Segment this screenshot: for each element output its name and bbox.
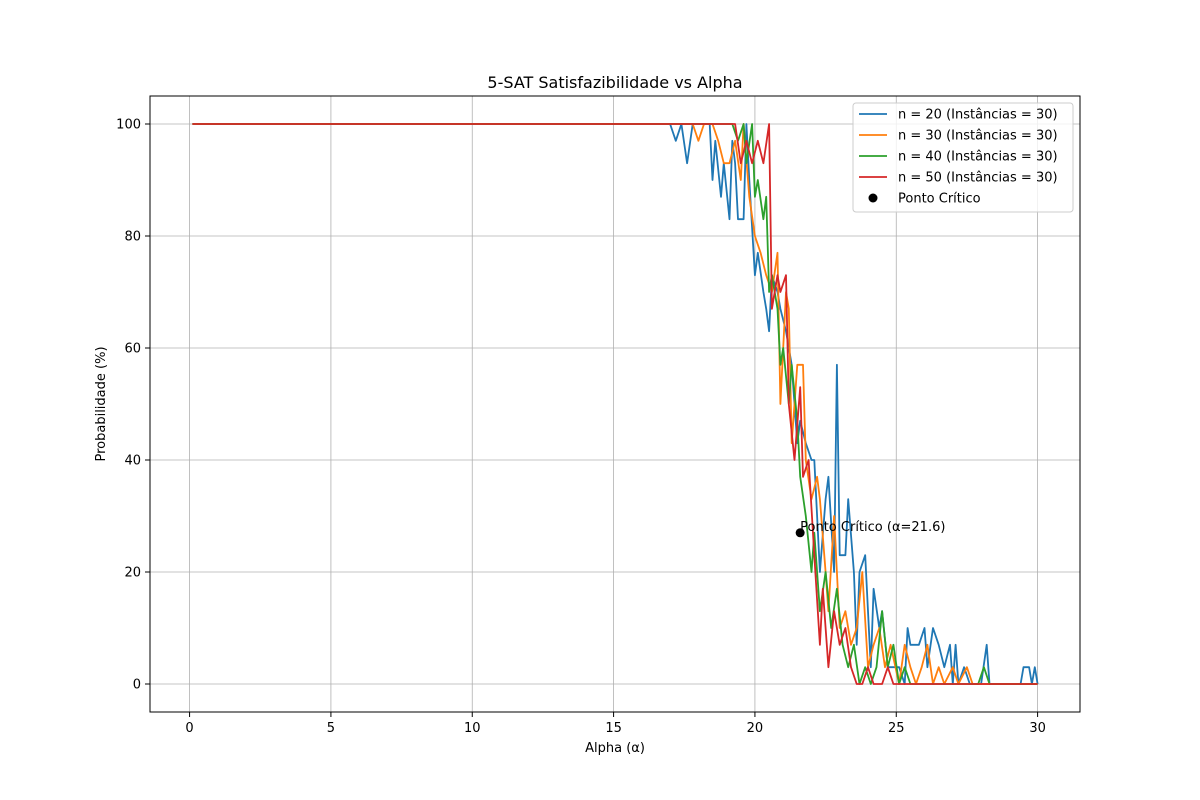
y-tick-label: 20 (124, 566, 141, 581)
y-tick-label: 80 (124, 230, 141, 245)
y-tick-label: 0 (133, 678, 141, 693)
y-axis-label: Probabilidade (%) (94, 346, 109, 461)
critical-point-annotation: Ponto Crítico (α=21.6) (800, 520, 945, 535)
x-tick-label: 0 (185, 721, 193, 736)
y-tick-label: 40 (124, 454, 141, 469)
series-line-4 (192, 123, 1038, 685)
y-tick-label: 100 (116, 118, 141, 133)
legend-swatch-critical (868, 193, 878, 203)
x-tick-label: 15 (605, 721, 622, 736)
x-tick-label: 30 (1029, 721, 1046, 736)
series-line-3 (192, 123, 1038, 685)
plot-frame (149, 95, 1081, 713)
series-lines (192, 123, 1039, 685)
x-tick-label: 10 (464, 721, 481, 736)
x-axis-label: Alpha (α) (585, 741, 645, 756)
critical-point-group: Ponto Crítico (α=21.6) (795, 520, 945, 538)
legend-label-2: n = 30 (Instâncias = 30) (898, 129, 1058, 144)
legend-label-3: n = 40 (Instâncias = 30) (898, 150, 1058, 165)
legend-box (852, 102, 1074, 213)
legend: n = 20 (Instâncias = 30) n = 30 (Instânci… (852, 102, 1074, 213)
grid (150, 96, 1080, 712)
legend-label-critical: Ponto Crítico (898, 192, 981, 207)
y-tick-label: 60 (124, 342, 141, 357)
x-tick-label: 20 (747, 721, 764, 736)
legend-label-4: n = 50 (Instâncias = 30) (898, 171, 1058, 186)
critical-point-marker (795, 528, 805, 538)
axis-ticks: 0 5 10 15 20 25 30 0 20 40 60 80 100 (116, 118, 1046, 737)
chart-title: 5-SAT Satisfazibilidade vs Alpha (487, 73, 742, 92)
x-tick-label: 25 (888, 721, 905, 736)
legend-label-1: n = 20 (Instâncias = 30) (898, 108, 1058, 123)
x-tick-label: 5 (327, 721, 335, 736)
